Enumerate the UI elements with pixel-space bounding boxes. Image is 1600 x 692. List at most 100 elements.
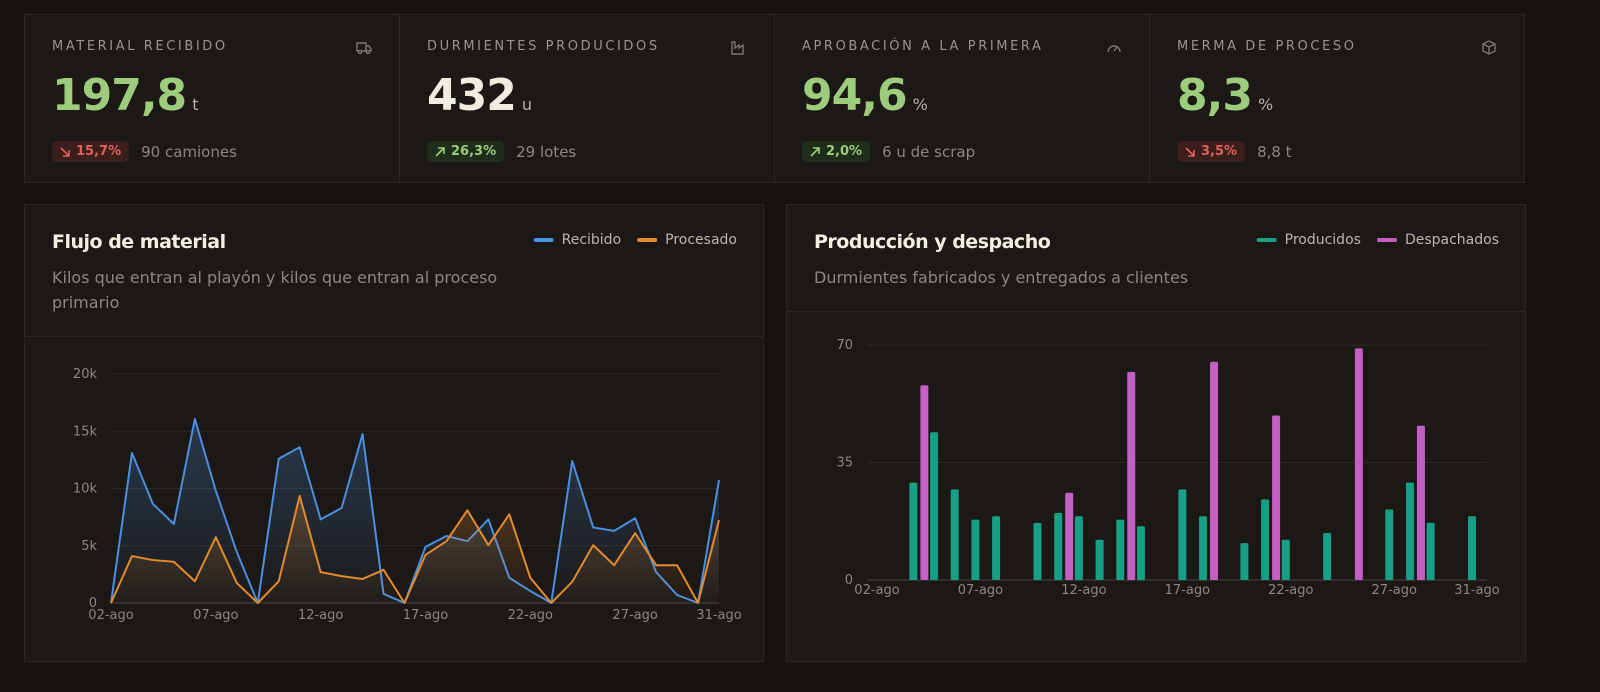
- delta-badge: 15,7%: [52, 141, 130, 162]
- kpi-unit: t: [192, 95, 199, 114]
- x-tick-label: 27-ago: [612, 608, 657, 623]
- bar: [1426, 522, 1435, 580]
- y-tick-label: 15k: [73, 424, 98, 439]
- trend-arrow: [1185, 146, 1195, 157]
- bar: [920, 385, 929, 580]
- bar: [1095, 539, 1104, 580]
- kpi-note: 6 u de scrap: [882, 142, 976, 161]
- kpi-label: MERMA DE PROCESO: [1177, 39, 1357, 54]
- kpi-unit: %: [1257, 95, 1274, 114]
- legend-label: Procesado: [665, 232, 737, 248]
- bar: [992, 516, 1001, 580]
- trend-arrow: [60, 146, 70, 157]
- kpi-detail: 2,0% 6 u de scrap: [802, 141, 1122, 162]
- kpi-note: 29 lotes: [516, 142, 577, 161]
- kpi-detail: 26,3% 29 lotes: [427, 141, 747, 162]
- bar: [1281, 539, 1290, 580]
- legend-swatch: [533, 238, 554, 242]
- chart-subtitle: Durmientes fabricados y entregados a cli…: [814, 268, 1189, 287]
- separator: [25, 336, 763, 337]
- bar: [971, 519, 980, 580]
- bar: [1468, 516, 1476, 580]
- bar: [1405, 482, 1414, 580]
- delta-value: 26,3%: [451, 144, 497, 159]
- kpi-note: 8,8 t: [1257, 142, 1292, 161]
- series-line: [110, 494, 720, 604]
- kpi-value: 94,6: [802, 70, 908, 121]
- kpi-value: 432: [427, 70, 517, 121]
- x-tick-label: 27-ago: [1372, 583, 1417, 598]
- bar: [1199, 516, 1208, 580]
- kpi-value: 8,3: [1177, 70, 1253, 121]
- delta-value: 3,5%: [1201, 144, 1238, 159]
- chart: Procesado Recibido 0 5k 10k 15k 20k 02-ago 07-ag…: [73, 232, 742, 623]
- bar: [1323, 533, 1332, 580]
- kpi-value-row: 432 u: [427, 72, 747, 129]
- x-tick-label: 12-ago: [298, 608, 343, 623]
- chart: Despachados Producidos 0 35 70 02-ago 07-ago 12…: [836, 232, 1499, 598]
- legend-label: Producidos: [1285, 232, 1361, 248]
- series-line: [110, 417, 720, 604]
- bar: [930, 432, 939, 580]
- y-tick-label: 10k: [73, 482, 98, 497]
- kpi-unit: %: [912, 95, 928, 114]
- kpi-card: DURMIENTES PRODUCIDOS 432 u 26,3% 29 lotes: [400, 15, 775, 182]
- separator: [787, 311, 1525, 312]
- x-tick-label: 31-ago: [1454, 583, 1499, 598]
- chart-title: Flujo de material: [52, 231, 226, 253]
- x-tick-label: 07-ago: [958, 583, 1003, 598]
- legend-swatch: [1256, 238, 1277, 242]
- bar: [1354, 348, 1363, 580]
- legend-label: Recibido: [562, 232, 622, 248]
- panel: Flujo de material Kilos que entran al pl…: [24, 204, 764, 662]
- kpi-detail: 3,5% 8,8 t: [1177, 141, 1497, 162]
- x-tick-label: 17-ago: [1165, 583, 1210, 598]
- bar: [1136, 526, 1145, 580]
- bar: [1065, 492, 1074, 580]
- delta-badge: 2,0%: [802, 141, 871, 162]
- delta-value: 2,0%: [826, 144, 863, 159]
- bar: [1240, 543, 1249, 580]
- kpi-icon: [1482, 40, 1496, 55]
- bar: [1416, 425, 1425, 580]
- kpi-icon: [1107, 45, 1121, 53]
- bar: [1178, 489, 1187, 580]
- chart-title: Producción y despacho: [814, 231, 1051, 253]
- x-tick-label: 12-ago: [1061, 583, 1106, 598]
- kpi-value: 197,8: [52, 70, 187, 121]
- bar: [1074, 516, 1083, 580]
- legend-swatch: [1376, 238, 1397, 242]
- y-tick-label: 20k: [73, 367, 98, 382]
- kpi-unit: u: [521, 95, 532, 114]
- bar: [1210, 361, 1219, 580]
- chart-subtitle: Kilos que entran al playón y kilos que e…: [52, 268, 498, 312]
- panel: Producción y despacho Durmientes fabrica…: [786, 204, 1526, 662]
- kpi-icon: [356, 42, 372, 55]
- bar: [1261, 499, 1270, 580]
- kpi-card: MATERIAL RECIBIDO 197,8 t 15,7% 90 camiones: [25, 15, 400, 182]
- kpi-detail: 15,7% 90 camiones: [52, 141, 372, 162]
- legend-label: Despachados: [1405, 232, 1499, 248]
- bar: [1127, 371, 1136, 580]
- delta-badge: 26,3%: [427, 141, 505, 162]
- y-tick-label: 70: [836, 338, 853, 353]
- bar: [1054, 512, 1063, 580]
- bar: [1272, 415, 1281, 580]
- bar: [909, 482, 918, 580]
- bar: [1116, 519, 1125, 580]
- bar: [1033, 522, 1042, 580]
- x-tick-label: 22-ago: [508, 608, 553, 623]
- trend-arrow: [810, 146, 820, 157]
- y-tick-label: 0: [89, 596, 97, 611]
- y-tick-label: 5k: [81, 539, 97, 554]
- bar: [950, 489, 959, 580]
- x-tick-label: 17-ago: [403, 608, 448, 623]
- legend-swatch: [637, 238, 658, 242]
- kpi-label: MATERIAL RECIBIDO: [52, 39, 228, 54]
- kpi-label: DURMIENTES PRODUCIDOS: [427, 39, 660, 54]
- bar: [1385, 509, 1394, 580]
- x-tick-label: 07-ago: [193, 608, 238, 623]
- delta-badge: 3,5%: [1177, 141, 1246, 162]
- trend-arrow: [435, 146, 445, 157]
- y-tick-label: 0: [845, 573, 853, 588]
